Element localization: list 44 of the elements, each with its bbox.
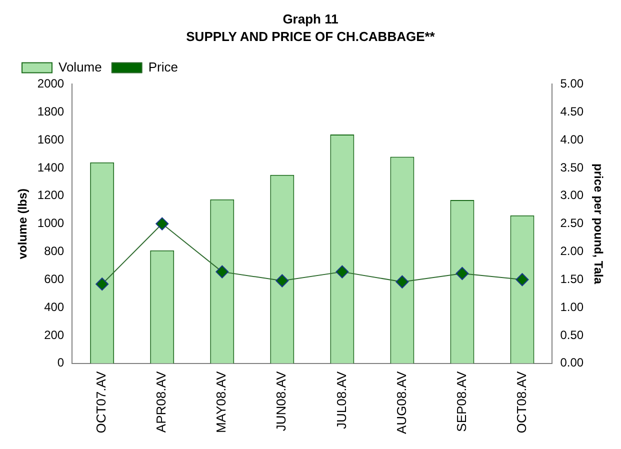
y2-tick-label: 1.00 xyxy=(560,300,584,314)
y2-tick-label: 4.50 xyxy=(560,104,584,118)
point xyxy=(516,273,529,286)
y2-tick-label: 3.00 xyxy=(560,188,584,202)
y-tick-label: 1000 xyxy=(37,216,64,230)
point xyxy=(336,265,349,278)
y-tick-label: 1400 xyxy=(37,160,64,174)
x-tick-label: AUG08.AV xyxy=(394,371,409,434)
point xyxy=(276,274,289,288)
y-tick-label: 1600 xyxy=(37,132,64,146)
legend-label: Price xyxy=(148,59,178,74)
point xyxy=(216,265,229,278)
y2-tick-label: 2.00 xyxy=(560,244,584,258)
x-tick-label: OCT07.AV xyxy=(94,371,109,434)
x-tick-label: JUN08.AV xyxy=(274,371,289,432)
point xyxy=(456,266,469,280)
y-tick-label: 1200 xyxy=(37,188,64,202)
legend-label: Volume xyxy=(58,59,102,74)
y-tick-label: 200 xyxy=(44,328,64,342)
y2-tick-label: 3.50 xyxy=(560,160,584,174)
point xyxy=(156,217,169,230)
x-tick-label: SEP08.AV xyxy=(454,371,469,432)
y2-axis-title: price per pound, Tala xyxy=(591,164,606,284)
x-tick-label: JUL08.AV xyxy=(334,371,349,429)
y2-tick-label: 2.50 xyxy=(560,216,584,230)
y2-tick-label: 5.00 xyxy=(560,76,584,91)
y2-tick-label: 1.50 xyxy=(560,272,584,286)
y2-tick-label: 4.00 xyxy=(560,132,584,146)
y2-tick-label: 0.00 xyxy=(560,356,584,370)
point xyxy=(96,278,109,291)
chart-title: Graph 11 xyxy=(282,11,338,26)
x-tick-label: OCT08.AV xyxy=(514,371,529,434)
y-tick-label: 2000 xyxy=(37,76,64,91)
x-tick-label: APR08.AV xyxy=(154,371,169,433)
y-tick-label: 600 xyxy=(44,272,64,286)
y-axis-title: volume (lbs) xyxy=(16,188,30,260)
y-tick-label: 1800 xyxy=(37,104,64,118)
point xyxy=(396,275,409,288)
y-tick-label: 0 xyxy=(57,356,64,370)
y2-tick-label: 0.50 xyxy=(560,328,584,342)
y-tick-label: 400 xyxy=(44,300,64,314)
x-tick-label: MAY08.AV xyxy=(214,371,229,434)
y-tick-label: 800 xyxy=(44,244,64,258)
chart-subtitle: SUPPLY AND PRICE OF CH.CABBAGE** xyxy=(186,28,436,44)
